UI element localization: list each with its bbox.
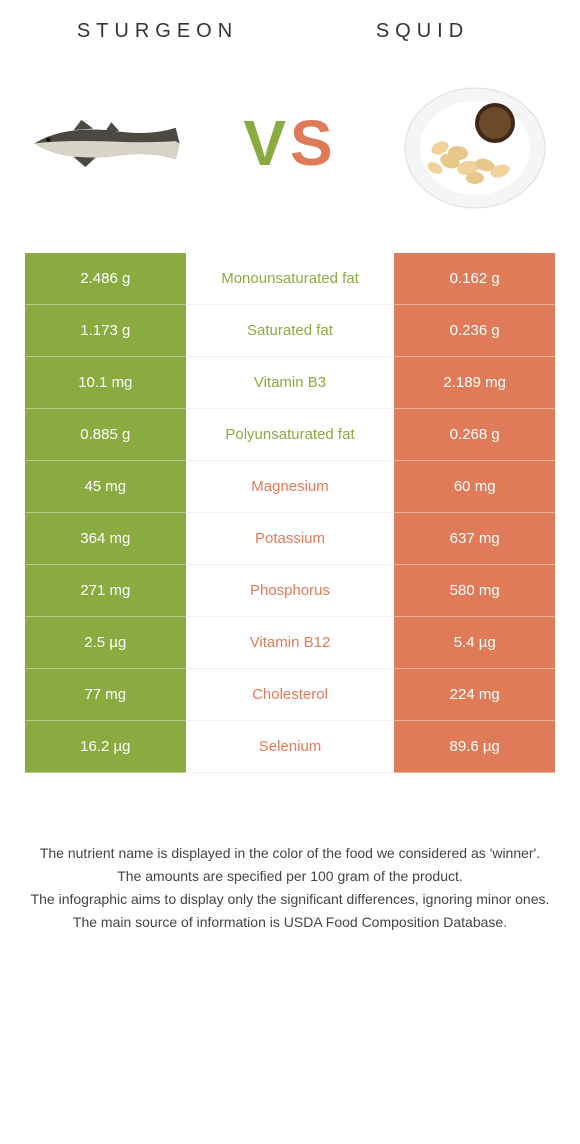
table-row: 2.486 gMonounsaturated fat0.162 g <box>25 253 555 305</box>
food2-title: SQUID <box>290 20 555 43</box>
value-right: 0.162 g <box>394 253 555 305</box>
nutrient-label: Selenium <box>186 721 395 773</box>
plate-icon <box>400 73 550 213</box>
footer-line-1: The nutrient name is displayed in the co… <box>25 843 555 864</box>
footer-notes: The nutrient name is displayed in the co… <box>25 843 555 933</box>
food1-title: STURGEON <box>25 20 290 43</box>
table-row: 16.2 µgSelenium89.6 µg <box>25 721 555 773</box>
value-right: 637 mg <box>394 513 555 565</box>
value-left: 2.5 µg <box>25 617 186 669</box>
table-row: 45 mgMagnesium60 mg <box>25 461 555 513</box>
value-left: 1.173 g <box>25 305 186 357</box>
value-left: 16.2 µg <box>25 721 186 773</box>
table-row: 364 mgPotassium637 mg <box>25 513 555 565</box>
table-row: 2.5 µgVitamin B125.4 µg <box>25 617 555 669</box>
nutrient-label: Saturated fat <box>186 305 395 357</box>
table-row: 271 mgPhosphorus580 mg <box>25 565 555 617</box>
table-row: 10.1 mgVitamin B32.189 mg <box>25 357 555 409</box>
table-row: 1.173 gSaturated fat0.236 g <box>25 305 555 357</box>
value-right: 224 mg <box>394 669 555 721</box>
fish-icon <box>25 116 185 171</box>
value-right: 60 mg <box>394 461 555 513</box>
value-left: 2.486 g <box>25 253 186 305</box>
value-right: 0.268 g <box>394 409 555 461</box>
value-right: 2.189 mg <box>394 357 555 409</box>
nutrient-label: Monounsaturated fat <box>186 253 395 305</box>
value-left: 10.1 mg <box>25 357 186 409</box>
vs-label: VS <box>243 106 336 180</box>
nutrition-table: 2.486 gMonounsaturated fat0.162 g1.173 g… <box>25 253 555 773</box>
vs-v: V <box>243 107 290 179</box>
header: STURGEON SQUID <box>25 20 555 43</box>
value-left: 45 mg <box>25 461 186 513</box>
nutrient-label: Phosphorus <box>186 565 395 617</box>
value-left: 77 mg <box>25 669 186 721</box>
images-row: VS <box>25 73 555 213</box>
nutrient-label: Magnesium <box>186 461 395 513</box>
table-row: 77 mgCholesterol224 mg <box>25 669 555 721</box>
nutrient-label: Vitamin B3 <box>186 357 395 409</box>
nutrient-label: Potassium <box>186 513 395 565</box>
squid-image <box>395 73 555 213</box>
value-right: 89.6 µg <box>394 721 555 773</box>
footer-line-4: The main source of information is USDA F… <box>25 912 555 933</box>
table-row: 0.885 gPolyunsaturated fat0.268 g <box>25 409 555 461</box>
value-right: 0.236 g <box>394 305 555 357</box>
nutrient-label: Polyunsaturated fat <box>186 409 395 461</box>
vs-s: S <box>290 107 337 179</box>
value-left: 0.885 g <box>25 409 186 461</box>
nutrient-label: Cholesterol <box>186 669 395 721</box>
sturgeon-image <box>25 73 185 213</box>
nutrient-label: Vitamin B12 <box>186 617 395 669</box>
footer-line-2: The amounts are specified per 100 gram o… <box>25 866 555 887</box>
footer-line-3: The infographic aims to display only the… <box>25 889 555 910</box>
value-left: 364 mg <box>25 513 186 565</box>
value-right: 5.4 µg <box>394 617 555 669</box>
value-left: 271 mg <box>25 565 186 617</box>
value-right: 580 mg <box>394 565 555 617</box>
